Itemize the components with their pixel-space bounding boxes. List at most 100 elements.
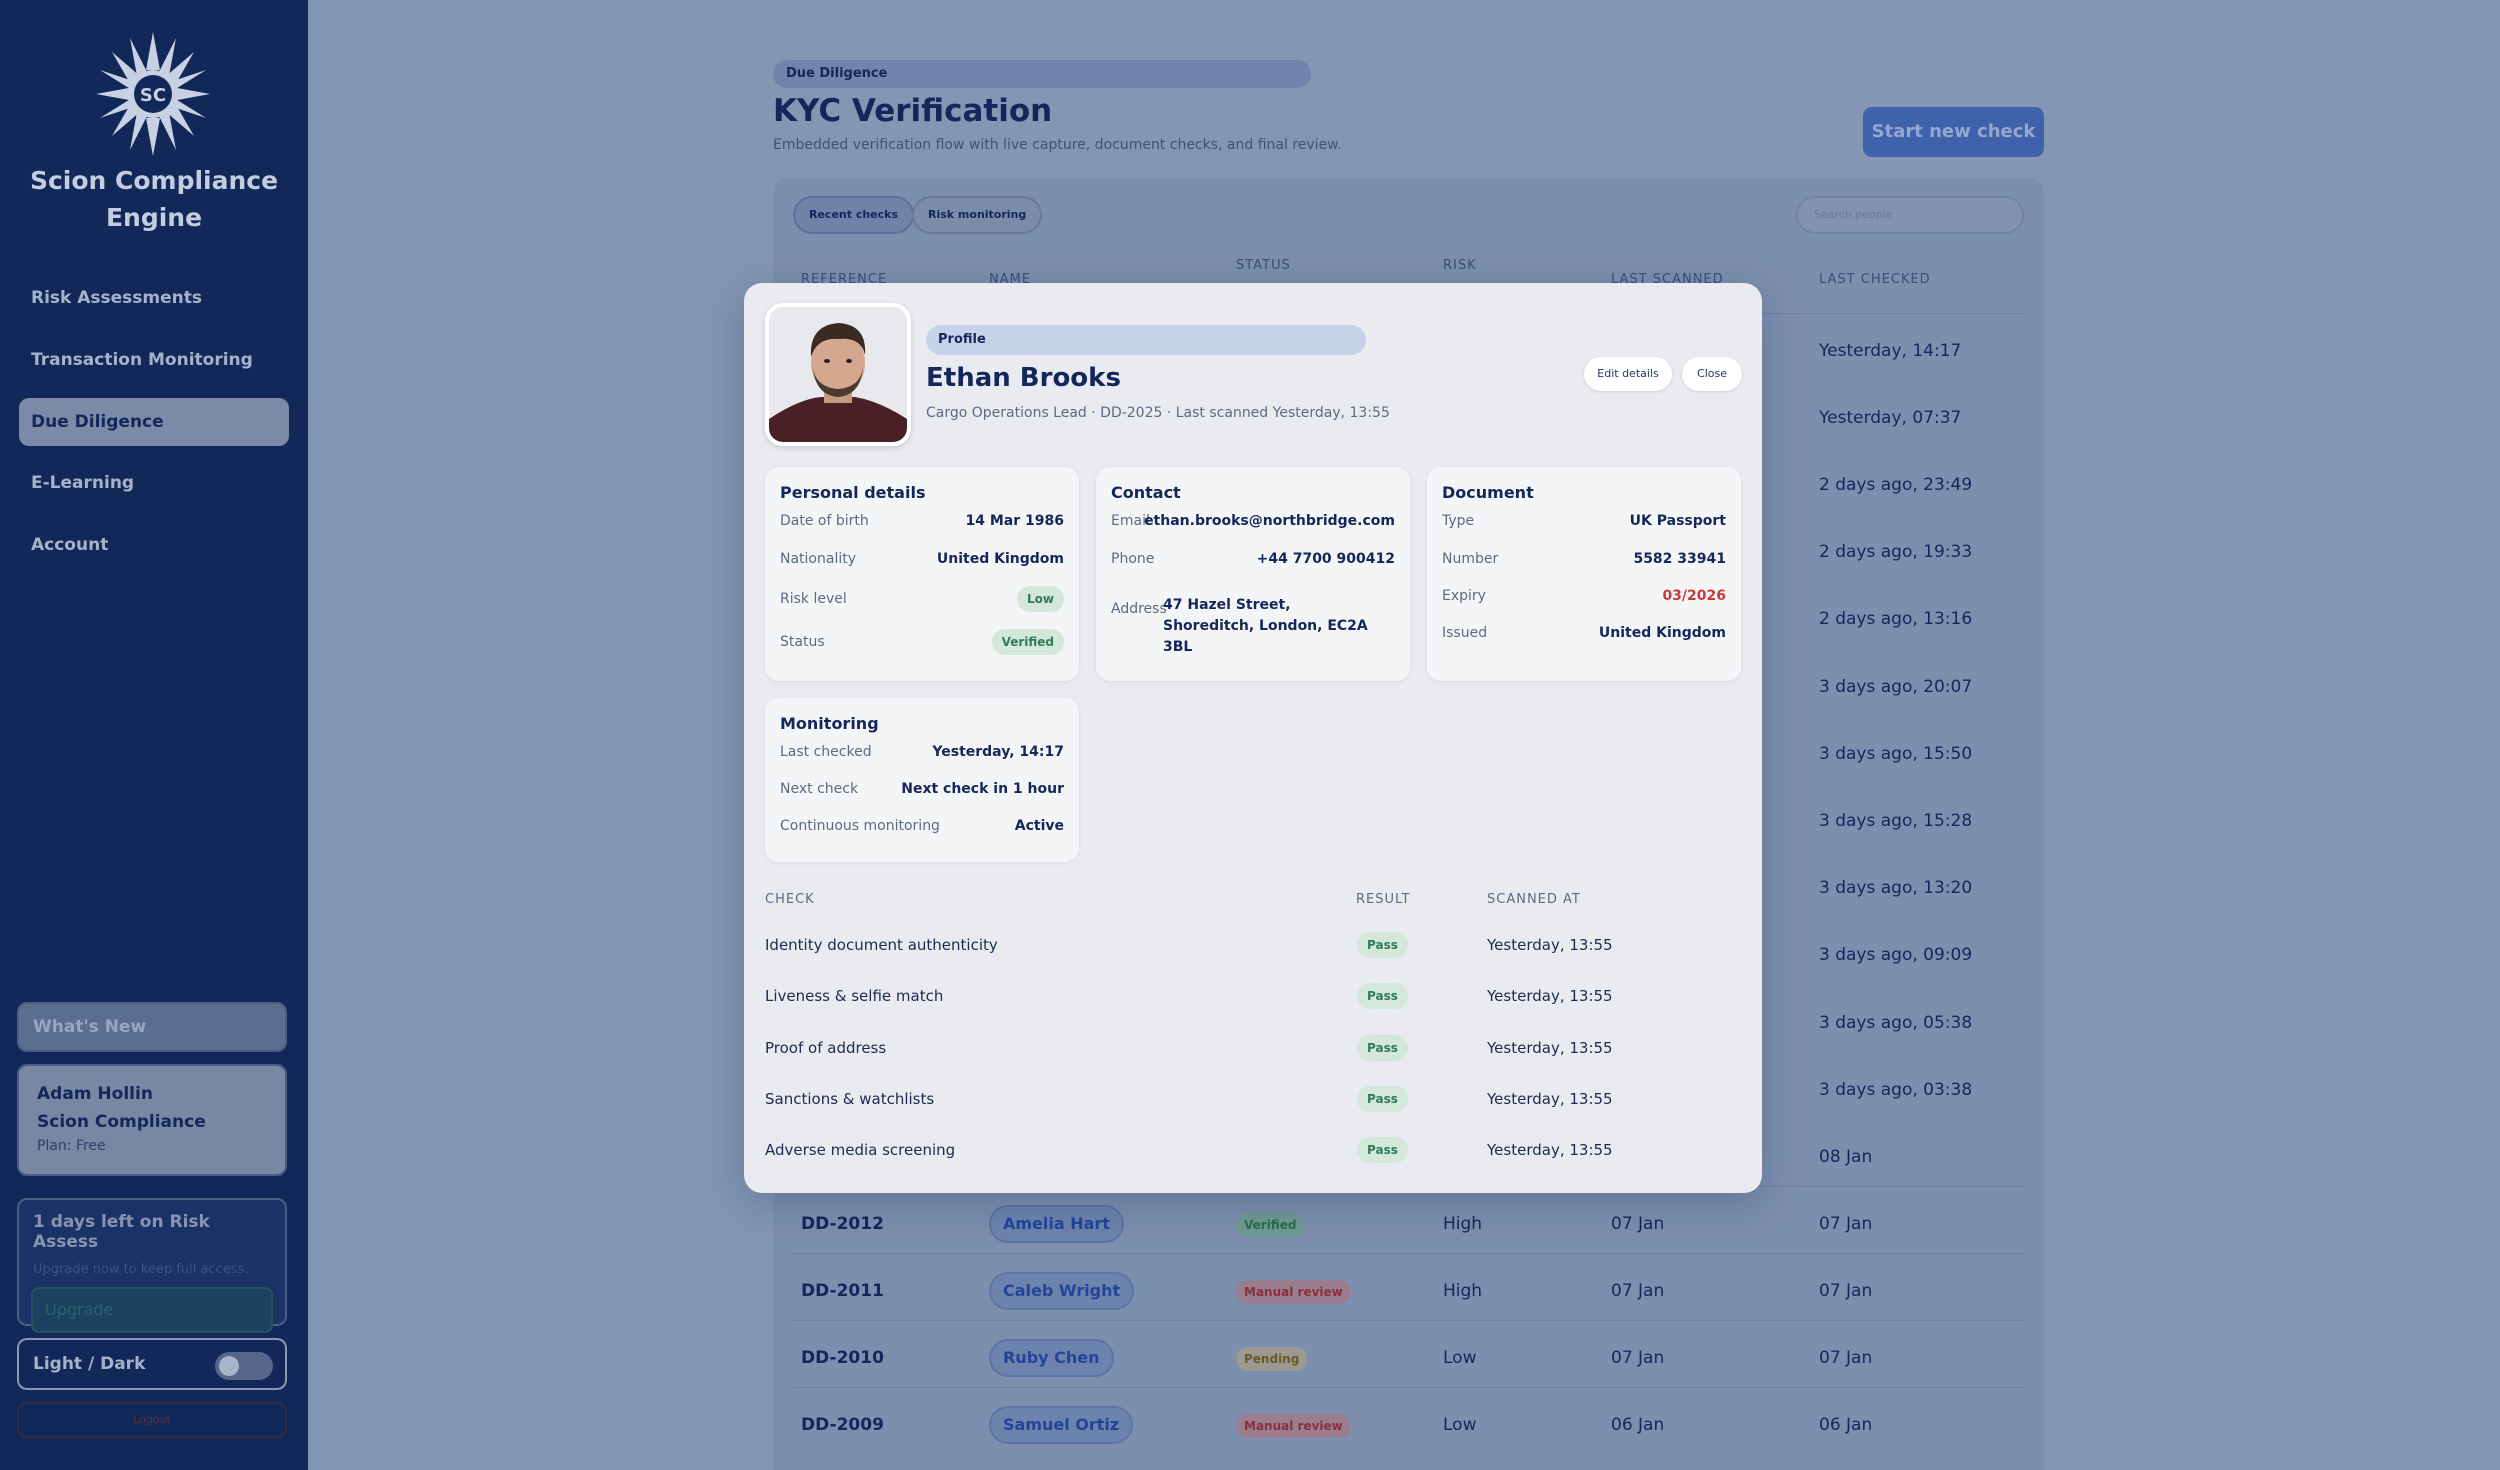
doc-number-label: Number: [1442, 551, 1499, 567]
filter-recent-checks[interactable]: Recent checks: [793, 196, 915, 234]
status-label: Status: [780, 634, 825, 650]
col-last-checked[interactable]: LAST CHECKED: [1819, 272, 1931, 287]
logout-button[interactable]: Logout: [17, 1402, 287, 1438]
address-value: 47 Hazel Street, Shoreditch, London, EC2…: [1163, 597, 1368, 655]
last-checked-cell: Yesterday, 07:37: [1819, 408, 1962, 428]
row-last-scanned: 07 Jan: [1611, 1214, 1665, 1234]
last-checked-cell: Yesterday, 14:17: [1819, 341, 1962, 361]
row-ref: DD-2011: [801, 1281, 884, 1301]
next-check-label: Next check: [780, 781, 859, 797]
page-title: KYC Verification: [773, 93, 1053, 129]
col-status[interactable]: STATUS: [1236, 258, 1291, 273]
personal-details-card: Personal details Date of birth 14 Mar 19…: [765, 467, 1079, 681]
doc-expiry-label: Expiry: [1442, 588, 1486, 604]
trial-card: 1 days left on Risk Assess Upgrade now t…: [17, 1198, 287, 1333]
check-name: Adverse media screening: [765, 1141, 956, 1159]
row-name-chip[interactable]: Amelia Hart: [989, 1205, 1124, 1243]
last-checked-cell: 3 days ago, 09:09: [1819, 945, 1973, 965]
theme-label: Light / Dark: [33, 1354, 146, 1374]
last-checked-cell: 3 days ago, 15:28: [1819, 811, 1973, 831]
sidebar: SC Scion Compliance Engine Risk Assessme…: [0, 0, 308, 1470]
status-badge: Manual review: [1236, 1414, 1351, 1438]
edit-details-button[interactable]: Edit details: [1584, 357, 1672, 391]
row-divider: [793, 1253, 2024, 1254]
last-checked-cell: 2 days ago, 23:49: [1819, 475, 1973, 495]
row-risk: Low: [1443, 1348, 1477, 1368]
last-checked-cell: 3 days ago, 05:38: [1819, 1013, 1973, 1033]
risk-label: Risk level: [780, 591, 847, 607]
check-result-badge: Pass: [1357, 1137, 1408, 1163]
dob-label: Date of birth: [780, 513, 869, 529]
theme-toggle[interactable]: [215, 1352, 273, 1380]
search-input[interactable]: Search people: [1796, 196, 2024, 234]
upgrade-button[interactable]: Upgrade: [31, 1287, 273, 1333]
continuous-value: Active: [1014, 818, 1064, 834]
start-new-check-button[interactable]: Start new check: [1863, 107, 2044, 157]
trial-title: 1 days left on Risk Assess: [33, 1212, 210, 1252]
row-last-checked: 07 Jan: [1819, 1214, 1873, 1234]
document-card: Document Type UK Passport Number 5582 33…: [1427, 467, 1741, 681]
profile-label: Profile: [926, 325, 1366, 355]
continuous-label: Continuous monitoring: [780, 818, 940, 834]
checks-col-scanned-at: SCANNED AT: [1487, 892, 1581, 907]
doc-expiry-value: 03/2026: [1662, 588, 1726, 604]
theme-toggle-row[interactable]: Light / Dark: [17, 1338, 287, 1390]
col-risk[interactable]: RISK: [1443, 258, 1477, 273]
avatar: [765, 303, 911, 446]
row-last-checked: 06 Jan: [1819, 1415, 1873, 1435]
filter-risk-monitoring[interactable]: Risk monitoring: [912, 196, 1043, 234]
brand-name: Scion Compliance Engine: [0, 162, 308, 236]
row-risk: High: [1443, 1214, 1483, 1234]
row-divider: [793, 1387, 2024, 1388]
nationality-label: Nationality: [780, 551, 857, 567]
close-button[interactable]: Close: [1682, 357, 1742, 391]
nav-due-diligence[interactable]: Due Diligence: [19, 398, 289, 446]
risk-badge: Low: [1017, 586, 1064, 612]
row-name-chip[interactable]: Samuel Ortiz: [989, 1406, 1134, 1444]
check-result-badge: Pass: [1357, 1086, 1408, 1112]
dob-value: 14 Mar 1986: [965, 513, 1064, 529]
nav-e-learning[interactable]: E-Learning: [31, 473, 135, 493]
last-checked-cell: 3 days ago, 03:38: [1819, 1080, 1973, 1100]
user-org: Scion Compliance: [37, 1112, 206, 1132]
next-check-value: Next check in 1 hour: [901, 781, 1064, 797]
row-name-chip[interactable]: Caleb Wright: [989, 1272, 1135, 1310]
card-title: Document: [1442, 483, 1534, 502]
whats-new-button[interactable]: What's New: [17, 1002, 287, 1052]
check-time: Yesterday, 13:55: [1487, 987, 1613, 1005]
doc-issued-label: Issued: [1442, 625, 1488, 641]
address-label: Address: [1111, 601, 1167, 617]
row-last-scanned: 06 Jan: [1611, 1415, 1665, 1435]
card-title: Monitoring: [780, 714, 879, 733]
email-value[interactable]: ethan.brooks@northbridge.com: [1144, 513, 1395, 529]
breadcrumb: Due Diligence: [773, 60, 1311, 88]
person-subtitle: Cargo Operations Lead · DD-2025 · Last s…: [926, 405, 1390, 421]
page-subtitle: Embedded verification flow with live cap…: [773, 137, 1342, 153]
last-checked-cell: 08 Jan: [1819, 1147, 1873, 1167]
row-name-chip[interactable]: Ruby Chen: [989, 1339, 1114, 1377]
contact-card: Contact Email ethan.brooks@northbridge.c…: [1096, 467, 1410, 681]
check-result-badge: Pass: [1357, 983, 1408, 1009]
check-name: Identity document authenticity: [765, 936, 998, 954]
user-card[interactable]: Adam Hollin Scion Compliance Plan: Free: [17, 1064, 287, 1176]
nav-account[interactable]: Account: [31, 535, 109, 555]
toggle-knob: [219, 1356, 239, 1376]
last-checked-label: Last checked: [780, 744, 872, 760]
check-name: Proof of address: [765, 1039, 887, 1057]
status-badge: Verified: [991, 629, 1064, 655]
email-label: Email: [1111, 513, 1150, 529]
nav-transaction-monitoring[interactable]: Transaction Monitoring: [31, 350, 253, 370]
doc-type-label: Type: [1442, 513, 1475, 529]
last-checked-cell: 3 days ago, 13:20: [1819, 878, 1973, 898]
card-title: Personal details: [780, 483, 926, 502]
last-checked-cell: 3 days ago, 20:07: [1819, 677, 1973, 697]
phone-value: +44 7700 900412: [1256, 551, 1395, 567]
row-ref: DD-2009: [801, 1415, 884, 1435]
row-last-scanned: 07 Jan: [1611, 1281, 1665, 1301]
card-title: Contact: [1111, 483, 1181, 502]
brand-line-1: Scion Compliance: [29, 166, 279, 195]
row-ref: DD-2010: [801, 1348, 884, 1368]
nav-risk-assessments[interactable]: Risk Assessments: [31, 288, 203, 308]
status-badge: Verified: [1236, 1213, 1305, 1237]
check-name: Liveness & selfie match: [765, 987, 944, 1005]
